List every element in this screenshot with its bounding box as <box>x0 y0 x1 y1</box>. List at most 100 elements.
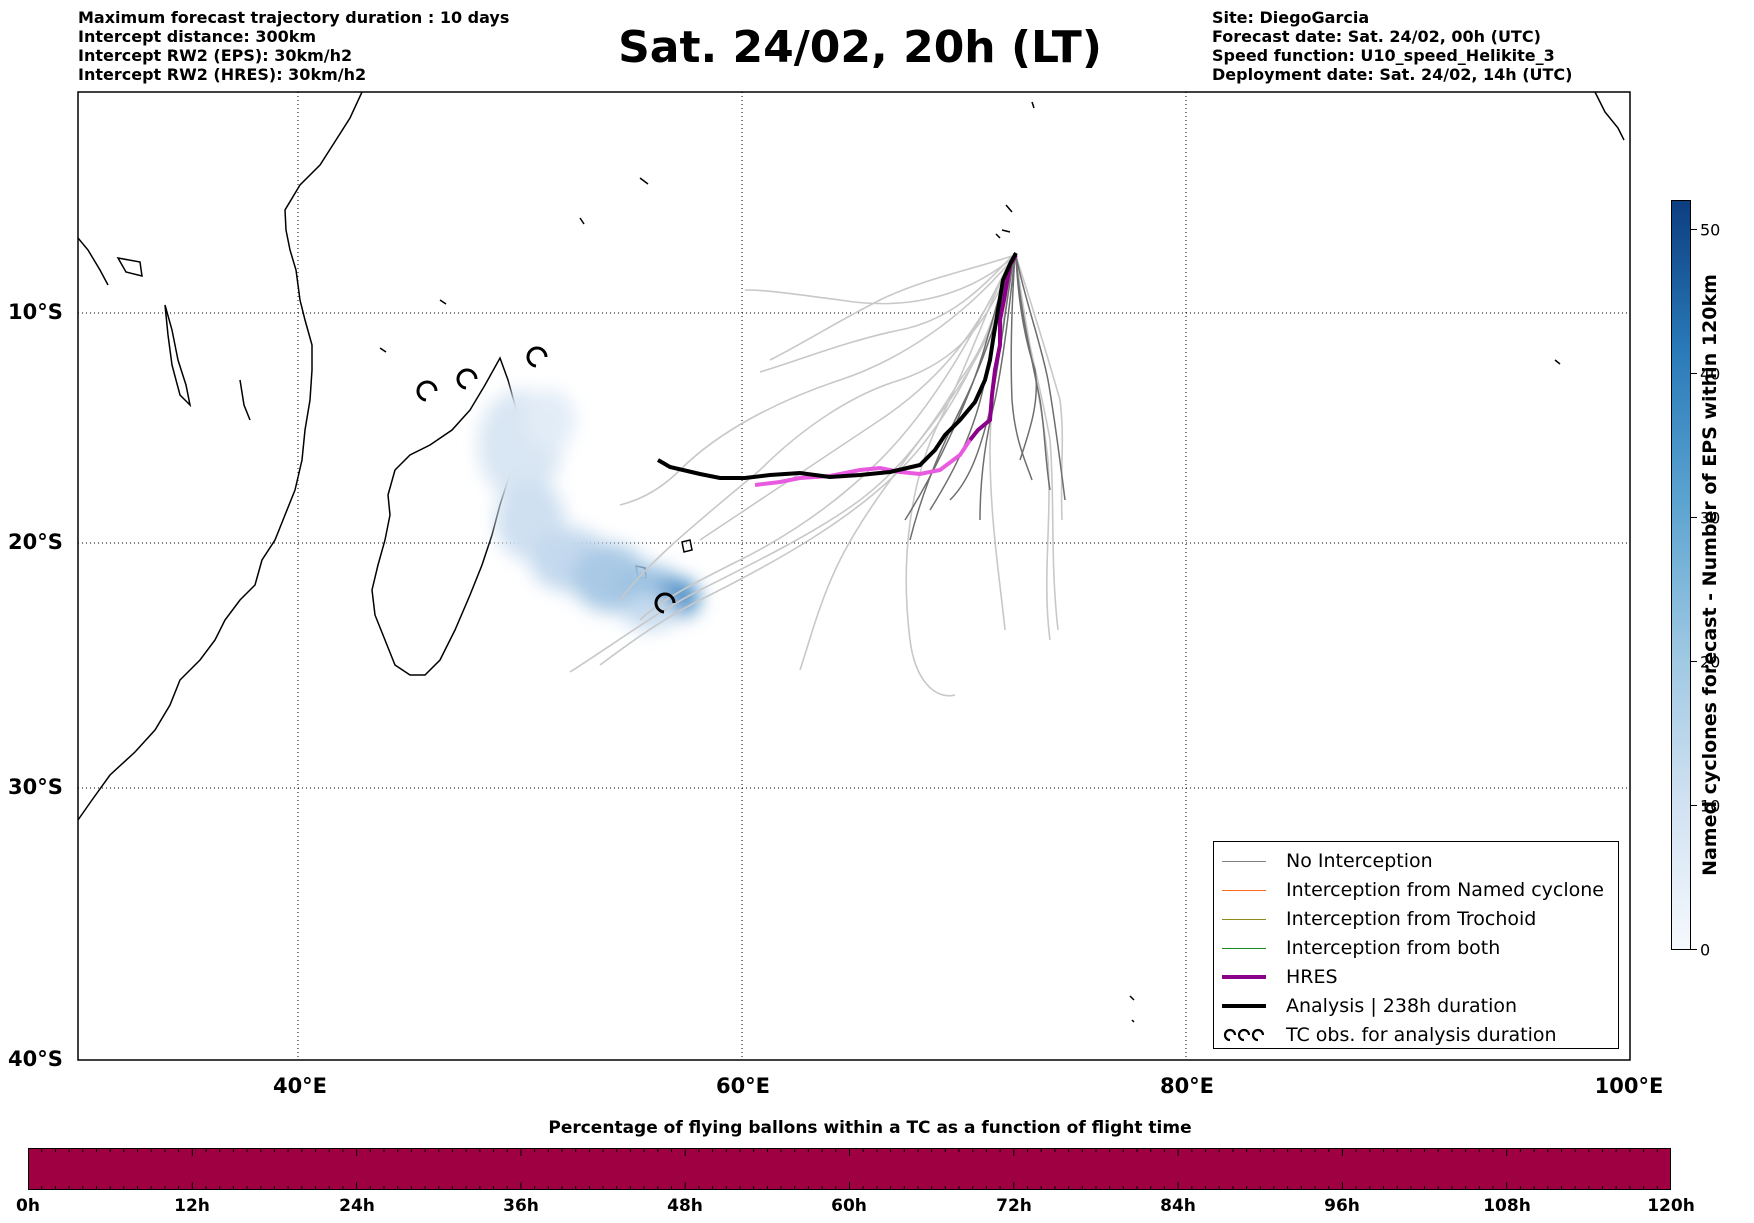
legend-label: TC obs. for analysis duration <box>1286 1024 1557 1046</box>
lon-label-40e: 40°E <box>272 1074 328 1098</box>
lat-label-10s: 10°S <box>8 300 63 324</box>
trajectory <box>744 259 1011 305</box>
legend-swatch <box>1222 1004 1266 1008</box>
cyclone-symbol-icon <box>654 592 676 614</box>
lon-label-60e: 60°E <box>715 1074 771 1098</box>
lat-label-40s: 40°S <box>8 1047 63 1071</box>
africa-coast <box>78 92 363 821</box>
time-bar-label: 12h <box>174 1196 210 1216</box>
legend-swatch <box>1222 860 1266 862</box>
indian-coast <box>1594 92 1625 141</box>
colorbar-title: Named cyclones forecast - Number of EPS … <box>1699 274 1721 876</box>
legend-swatch <box>1222 918 1266 920</box>
lake-victoria <box>116 256 143 277</box>
legend-item-both: Interception from both <box>1222 935 1500 961</box>
maldives-island <box>1005 101 1035 213</box>
time-bar-label: 0h <box>16 1196 40 1216</box>
legend-item-named-cyclone: Interception from Named cyclone <box>1222 877 1604 903</box>
legend-item-hres: HRES <box>1222 964 1338 990</box>
header-line: Maximum forecast trajectory duration : 1… <box>78 8 510 27</box>
colorbar-tick-label: 40 <box>1700 364 1721 384</box>
time-bar-label: 36h <box>503 1196 539 1216</box>
trajectory <box>1015 255 1038 461</box>
cyclone-symbol-icon <box>526 346 548 368</box>
lat-label-30s: 30°S <box>8 775 63 799</box>
colorbar-tick <box>1691 373 1697 374</box>
map-legend: No Interception Interception from Named … <box>1213 841 1619 1049</box>
amsterdam-island <box>1129 995 1135 1023</box>
trajectory <box>1015 255 1066 501</box>
legend-label: HRES <box>1286 966 1338 988</box>
density-blob <box>525 390 575 450</box>
legend-item-trochoid: Interception from Trochoid <box>1222 906 1536 932</box>
time-bar-label: 120h <box>1647 1196 1695 1216</box>
header-right-info: Site: DiegoGarcia Forecast date: Sat. 24… <box>1212 8 1572 84</box>
lake-tanganyika <box>164 304 192 408</box>
comoros-island <box>379 347 387 353</box>
trajectory <box>799 255 1015 671</box>
legend-label: Interception from both <box>1286 937 1501 959</box>
hres-track <box>968 253 1018 442</box>
mauritius-island <box>681 539 693 553</box>
header-line: Deployment date: Sat. 24/02, 14h (UTC) <box>1212 65 1573 84</box>
cyclone-symbol-icon <box>416 380 438 402</box>
legend-item-analysis: Analysis | 238h duration <box>1222 993 1517 1019</box>
cyclone-symbol-icon <box>1223 1028 1265 1042</box>
time-bar-title: Percentage of flying ballons within a TC… <box>548 1118 1192 1138</box>
colorbar-tick <box>1691 229 1697 230</box>
legend-label: Analysis | 238h duration <box>1286 995 1518 1017</box>
colorbar-tick <box>1691 805 1697 806</box>
time-bar-label: 48h <box>667 1196 703 1216</box>
header-line: Site: DiegoGarcia <box>1212 8 1370 27</box>
hres-track <box>754 438 972 487</box>
cyclone-symbol-icon <box>456 368 478 390</box>
analysis-track <box>656 252 1018 480</box>
colorbar-tick-label: 30 <box>1700 508 1721 528</box>
seychelles-island <box>439 177 649 305</box>
trajectory <box>1015 255 1051 641</box>
header-left-info: Maximum forecast trajectory duration : 1… <box>78 8 509 84</box>
colorbar-tick-label: 10 <box>1700 796 1721 816</box>
header-line: Intercept RW2 (EPS): 30km/h2 <box>78 46 353 65</box>
time-bar-label: 84h <box>1160 1196 1196 1216</box>
time-bar-label: 60h <box>831 1196 867 1216</box>
time-bar-label: 24h <box>339 1196 375 1216</box>
africa-coast-north <box>78 237 109 286</box>
trajectory <box>1010 254 1033 481</box>
colorbar-tick <box>1691 949 1697 950</box>
colorbar-tick <box>1691 517 1697 518</box>
trajectory <box>759 255 1013 373</box>
eps-trajectories-light <box>569 254 1064 697</box>
header-line: Intercept distance: 300km <box>78 27 317 46</box>
trajectory <box>599 255 1015 666</box>
lon-label-80e: 80°E <box>1159 1074 1215 1098</box>
header-line: Intercept RW2 (HRES): 30km/h2 <box>78 65 367 84</box>
colorbar-tick-label: 50 <box>1700 220 1721 240</box>
time-bar-label: 108h <box>1483 1196 1531 1216</box>
map-frame <box>77 91 1631 1061</box>
cocos-island <box>1554 359 1561 365</box>
header-line: Speed function: U10_speed_Helikite_3 <box>1212 46 1555 65</box>
trajectory <box>619 261 1011 506</box>
legend-swatch <box>1222 975 1266 979</box>
legend-label: Interception from Trochoid <box>1286 908 1537 930</box>
trajectory <box>979 255 1016 521</box>
colorbar-tick <box>1691 661 1697 662</box>
trajectory <box>905 257 1013 697</box>
trajectory <box>1015 255 1051 491</box>
time-bar-label: 96h <box>1324 1196 1360 1216</box>
legend-label: No Interception <box>1286 850 1433 872</box>
cyclone-density <box>478 390 700 630</box>
legend-item-tc-obs: TC obs. for analysis duration <box>1222 1022 1557 1048</box>
tc-observations <box>416 346 676 614</box>
legend-swatch <box>1222 947 1266 949</box>
trajectory <box>639 257 1013 621</box>
lon-label-100e: 100°E <box>1594 1074 1664 1098</box>
time-bar-ticks <box>41 1148 1658 1190</box>
colorbar-tick-label: 20 <box>1700 652 1721 672</box>
cyclone-colorbar <box>1671 200 1691 950</box>
chagos-island <box>995 229 1011 239</box>
lat-label-20s: 20°S <box>8 530 63 554</box>
time-bar-label: 72h <box>996 1196 1032 1216</box>
